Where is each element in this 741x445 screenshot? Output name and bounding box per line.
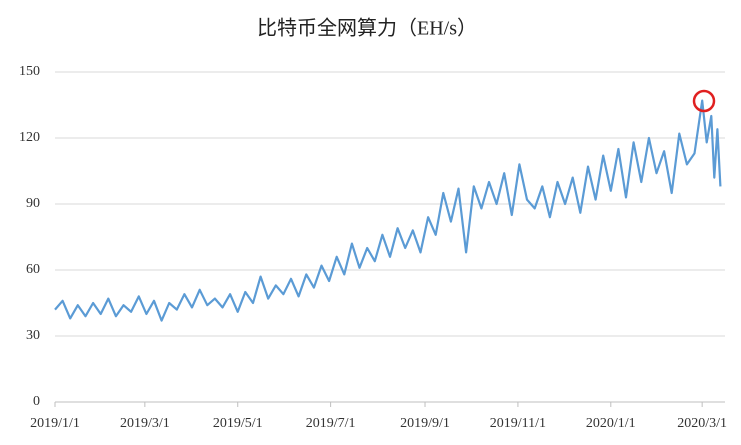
x-tick-label: 2020/3/1 (677, 416, 727, 431)
y-tick-label: 120 (19, 130, 40, 145)
chart-title: 比特币全网算力（EH/s） (257, 17, 477, 40)
highlight-circle (692, 89, 716, 113)
x-tick-label: 2020/1/1 (586, 416, 636, 431)
y-tick-label: 0 (33, 394, 40, 409)
x-tick-label: 2019/11/1 (490, 416, 546, 431)
x-tick-label: 2019/1/1 (30, 416, 80, 431)
x-tick-label: 2019/5/1 (213, 416, 263, 431)
data-line (54, 99, 722, 322)
x-tick-label: 2019/9/1 (400, 416, 450, 431)
y-tick-label: 30 (26, 328, 40, 343)
y-tick-label: 150 (19, 64, 40, 79)
x-tick-label: 2019/7/1 (306, 416, 356, 431)
x-tick-label: 2019/3/1 (120, 416, 170, 431)
y-tick-label: 90 (26, 196, 40, 211)
y-tick-label: 60 (26, 262, 40, 277)
